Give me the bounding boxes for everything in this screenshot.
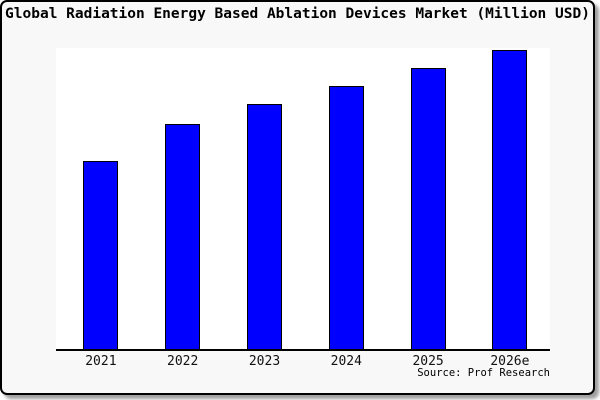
x-tick-2026e: 2026e: [490, 354, 530, 369]
bar-2026e: [492, 50, 527, 349]
bar-2023: [247, 104, 282, 349]
x-tick-2022: 2022: [167, 354, 199, 369]
bar-2024: [329, 86, 364, 349]
bar-2022: [165, 124, 200, 349]
x-tick-2023: 2023: [248, 354, 281, 369]
chart-card: Global Radiation Energy Based Ablation D…: [0, 0, 595, 395]
x-tick-2025: 2025: [412, 354, 444, 369]
bar-2025: [411, 68, 446, 349]
x-tick-2024: 2024: [330, 354, 362, 369]
chart-title: Global Radiation Energy Based Ablation D…: [5, 6, 590, 22]
plot-area: [56, 48, 550, 351]
x-tick-2021: 2021: [85, 354, 117, 369]
x-axis: 2021 2022 2023 2024 2025 2026e: [56, 354, 550, 370]
source-credit: Source: Prof Research: [417, 367, 550, 379]
bar-2021: [83, 161, 118, 349]
